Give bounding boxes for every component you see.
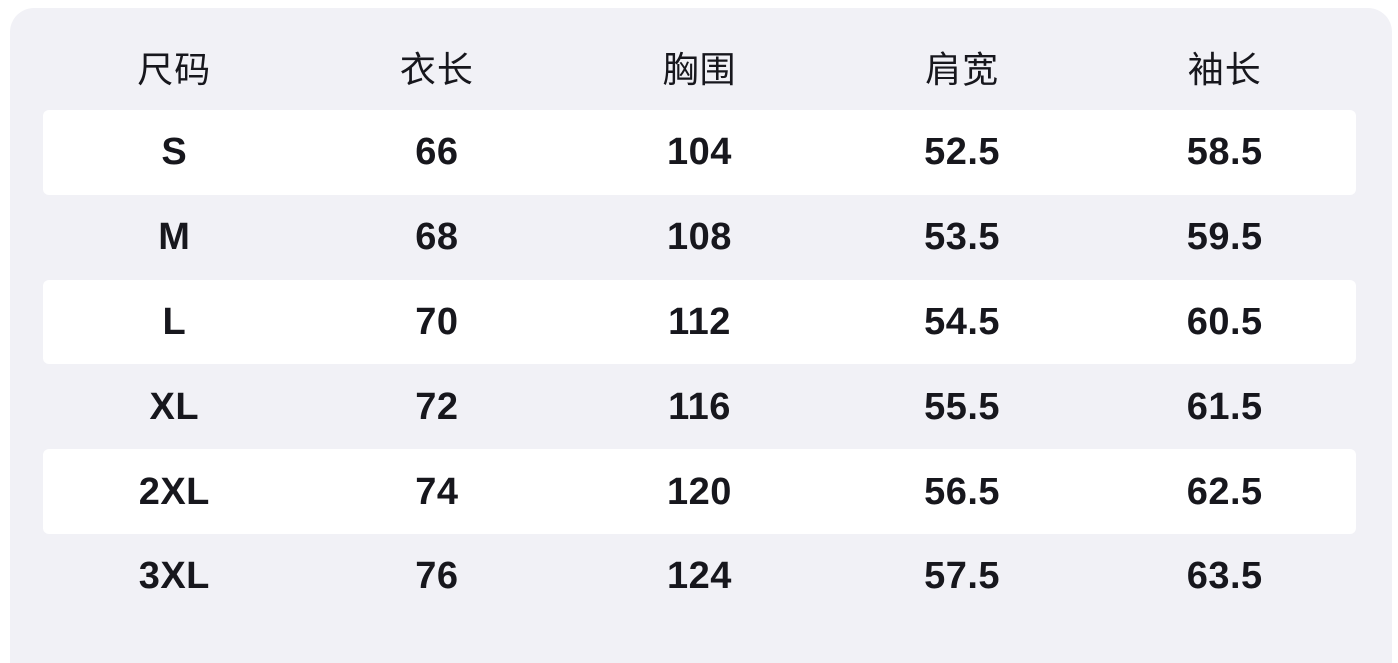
value-cell: 112 xyxy=(668,300,731,343)
table-row-xl: XL 72 116 55.5 61.5 xyxy=(43,364,1356,449)
value-cell: 74 xyxy=(415,470,459,513)
value-cell: 58.5 xyxy=(1186,131,1263,174)
size-cell: L xyxy=(162,300,187,343)
value-cell: 63.5 xyxy=(1186,555,1263,598)
value-cell: 124 xyxy=(667,555,732,598)
value-cell: 70 xyxy=(415,300,459,343)
table-row-s: S 66 104 52.5 58.5 xyxy=(43,110,1356,195)
value-cell: 116 xyxy=(668,385,731,428)
value-cell: 68 xyxy=(415,216,459,259)
value-cell: 72 xyxy=(415,385,459,428)
value-cell: 62.5 xyxy=(1186,470,1263,513)
value-cell: 76 xyxy=(415,555,459,598)
value-cell: 120 xyxy=(667,470,732,513)
value-cell: 60.5 xyxy=(1186,300,1263,343)
table-row-3xl: 3XL 76 124 57.5 63.5 xyxy=(43,534,1356,619)
size-cell: 2XL xyxy=(138,470,210,513)
header-cell-length: 衣长 xyxy=(399,49,474,90)
size-chart-panel: 尺码 衣长 胸围 肩宽 袖长 S 66 104 52.5 58.5 M 68 1… xyxy=(10,8,1392,663)
size-cell: 3XL xyxy=(138,555,210,598)
value-cell: 53.5 xyxy=(924,216,1001,259)
value-cell: 104 xyxy=(667,131,732,174)
value-cell: 108 xyxy=(667,216,732,259)
header-cell-size: 尺码 xyxy=(137,49,212,90)
table-header-row: 尺码 衣长 胸围 肩宽 袖长 xyxy=(43,8,1356,110)
value-cell: 57.5 xyxy=(924,555,1001,598)
header-cell-shoulder: 肩宽 xyxy=(925,49,1000,90)
table-row-l: L 70 112 54.5 60.5 xyxy=(43,279,1356,365)
value-cell: 66 xyxy=(415,131,459,174)
size-cell: M xyxy=(158,216,191,259)
value-cell: 61.5 xyxy=(1186,385,1263,428)
value-cell: 55.5 xyxy=(924,385,1001,428)
size-chart-table: 尺码 衣长 胸围 肩宽 袖长 S 66 104 52.5 58.5 M 68 1… xyxy=(43,8,1356,619)
value-cell: 54.5 xyxy=(924,300,1001,343)
header-cell-chest: 胸围 xyxy=(662,49,737,90)
table-row-m: M 68 108 53.5 59.5 xyxy=(43,195,1356,280)
size-cell: S xyxy=(161,131,188,174)
value-cell: 59.5 xyxy=(1186,216,1263,259)
table-row-2xl: 2XL 74 120 56.5 62.5 xyxy=(43,449,1356,534)
value-cell: 52.5 xyxy=(924,131,1001,174)
value-cell: 56.5 xyxy=(924,470,1001,513)
header-cell-sleeve: 袖长 xyxy=(1187,49,1262,90)
size-cell: XL xyxy=(149,385,200,428)
